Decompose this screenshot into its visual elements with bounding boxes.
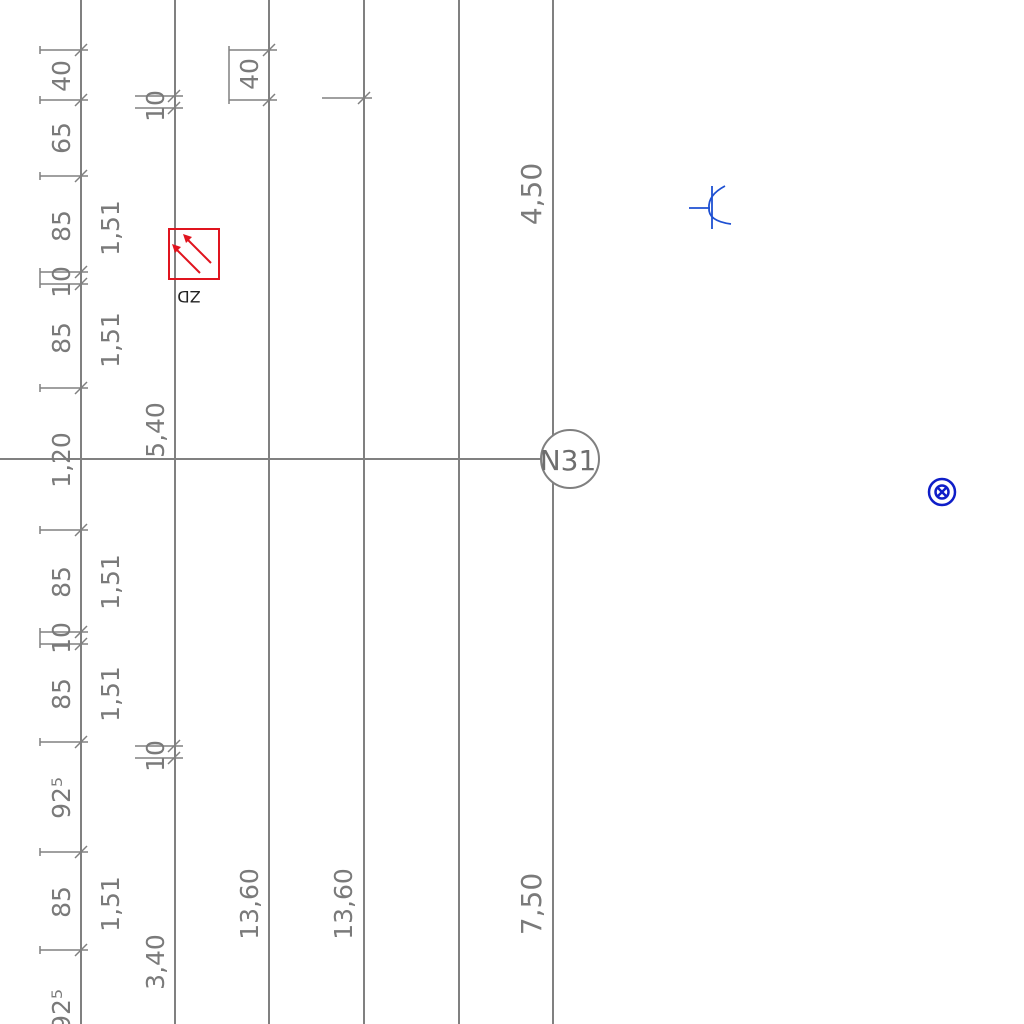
dimension-label: 85: [47, 678, 76, 710]
dimension-label: 10: [47, 622, 76, 654]
dimension-labels-col7: 4,50 7,50: [515, 163, 548, 935]
dimension-label: 85: [47, 566, 76, 598]
dimension-label: 4,50: [515, 163, 548, 225]
dimension-label: 1,51: [96, 554, 125, 610]
socket-arrow-icon[interactable]: [168, 228, 220, 280]
dimension-labels-col3: 10 5,40 10 3,40: [141, 90, 170, 990]
dimension-label: 1,51: [96, 200, 125, 256]
dimension-ticks-other: [135, 43, 372, 765]
dimension-label: 1,51: [96, 666, 125, 722]
dimension-label: 40: [235, 58, 264, 90]
vertical-lines: [80, 0, 554, 1024]
dimension-labels-col4: 40 13,60: [235, 58, 264, 940]
dimension-label: 10: [47, 266, 76, 298]
dimension-labels-col5: 13,60: [329, 868, 358, 940]
dimension-label: 1,20: [47, 432, 76, 488]
dimension-label: 7,50: [515, 873, 548, 935]
dimension-label: 13,60: [329, 868, 358, 940]
axis-marker-label: N31: [540, 444, 597, 477]
dimension-ticks-col1: [39, 43, 88, 957]
dimension-label: 1,51: [96, 876, 125, 932]
wall-lamp-icon[interactable]: [689, 185, 732, 229]
dimension-label: 3,40: [141, 934, 170, 990]
dimension-label: 1,51: [96, 312, 125, 368]
dimension-label: 92⁵: [47, 777, 76, 819]
dimension-label: 85: [47, 322, 76, 354]
dimension-label: 85: [47, 210, 76, 242]
circled-x-icon[interactable]: [927, 477, 957, 507]
dimension-label: 10: [141, 90, 170, 122]
dimension-label: 10: [141, 740, 170, 772]
dimension-label: 65: [47, 122, 76, 154]
dimension-label: 85: [47, 886, 76, 918]
dimension-label: 40: [47, 60, 76, 92]
axis-marker[interactable]: N31: [540, 429, 600, 489]
dimension-labels-col2: 1,51 1,51 1,51 1,51 1,51: [96, 200, 125, 932]
outlet-label: ZD: [177, 287, 200, 306]
dimension-label: 13,60: [235, 868, 264, 940]
dimension-label: 92⁵: [47, 989, 76, 1024]
dimension-label: 5,40: [141, 402, 170, 458]
dimension-labels-col1: 40 65 85 10 85 1,20 85 10 85 92⁵ 85 92⁵: [47, 60, 76, 1024]
